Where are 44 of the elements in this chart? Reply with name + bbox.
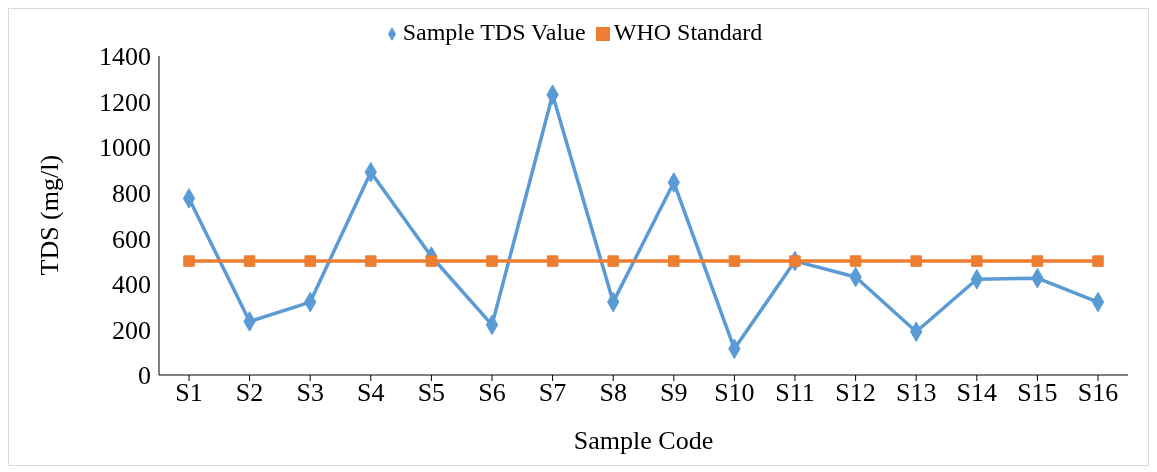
point	[910, 255, 922, 267]
x-tick-label: S5	[417, 378, 446, 408]
y-tick-label: 200	[112, 315, 151, 345]
legend-label: Sample TDS Value	[402, 19, 586, 45]
point	[971, 255, 983, 267]
legend-label: WHO Standard	[613, 19, 763, 45]
x-tick-label: S2	[235, 378, 264, 408]
x-tick-label: S10	[714, 378, 755, 408]
point	[1092, 255, 1104, 267]
y-tick-label: 1000	[99, 133, 151, 163]
point	[546, 255, 559, 267]
x-tick-label: S13	[895, 378, 937, 408]
x-tick-label: S6	[478, 378, 506, 408]
x-axis-title: Sample Code	[573, 426, 714, 455]
x-tick-label: S3	[296, 378, 324, 408]
point	[183, 255, 195, 267]
y-tick-label: 1200	[99, 87, 151, 117]
point	[668, 255, 680, 267]
point	[1031, 255, 1044, 267]
y-axis-title: TDS (mg/l)	[35, 154, 65, 276]
x-tick-label: S11	[775, 378, 815, 408]
x-tick-label: S14	[956, 378, 998, 408]
x-tick-label: S4	[357, 378, 385, 408]
x-tick-label: S16	[1077, 378, 1119, 408]
y-tick-label: 400	[112, 270, 151, 300]
point	[607, 255, 619, 267]
x-tick-label: S15	[1017, 378, 1058, 408]
x-tick-label: S12	[835, 378, 876, 408]
point	[243, 255, 256, 267]
point	[789, 255, 801, 267]
y-tick-label: 600	[112, 224, 151, 254]
point	[728, 255, 741, 267]
x-tick-label: S7	[538, 378, 567, 408]
y-tick-label: 800	[112, 178, 151, 208]
x-tick-label: S9	[660, 378, 688, 408]
x-tick-label: S1	[175, 378, 203, 408]
y-tick-label: 1400	[99, 42, 151, 72]
point	[486, 255, 498, 267]
point	[425, 255, 438, 267]
y-tick-label: 0	[138, 361, 151, 391]
point	[304, 255, 316, 267]
x-tick-label: S8	[599, 378, 627, 408]
point	[849, 255, 862, 267]
point	[365, 255, 377, 267]
